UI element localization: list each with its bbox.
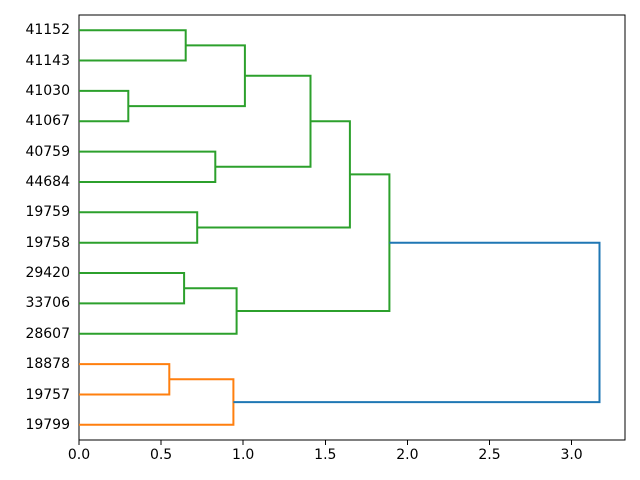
leaf-label-40759: 40759 bbox=[25, 143, 70, 160]
x-tick-label-2.0: 2.0 bbox=[396, 447, 419, 463]
dendrogram-link-M0 bbox=[79, 89, 130, 123]
x-tick-label-2.5: 2.5 bbox=[478, 447, 501, 463]
axes-frame bbox=[78, 14, 626, 441]
leaf-label-28607: 28607 bbox=[25, 325, 70, 342]
leaf-label-41143: 41143 bbox=[25, 52, 70, 69]
leaf-label-19757: 19757 bbox=[25, 386, 70, 403]
dendrogram-link-M4 bbox=[215, 74, 312, 168]
dendrogram-link-M1 bbox=[79, 29, 187, 62]
dendrogram-link-M8 bbox=[79, 287, 238, 335]
leaf-label-41030: 41030 bbox=[25, 82, 70, 99]
dendrogram-link-M10 bbox=[79, 363, 171, 396]
dendrogram-link-M7 bbox=[79, 272, 186, 305]
dendrogram-link-M3 bbox=[79, 150, 217, 183]
leaf-label-19759: 19759 bbox=[25, 204, 70, 221]
leaf-label-33706: 33706 bbox=[25, 295, 70, 312]
x-tick-label-3.0: 3.0 bbox=[560, 447, 583, 463]
leaf-label-41067: 41067 bbox=[25, 113, 70, 130]
dendrogram-link-M9 bbox=[236, 173, 391, 312]
dendrogram-link-M6 bbox=[197, 120, 351, 229]
dendrogram-link-M12 bbox=[233, 241, 601, 404]
leaf-label-19758: 19758 bbox=[25, 234, 70, 251]
x-tick-label-0.0: 0.0 bbox=[67, 447, 91, 463]
leaf-label-29420: 29420 bbox=[25, 265, 70, 281]
dendrogram-link-M11 bbox=[79, 378, 235, 426]
x-tick-label-1.0: 1.0 bbox=[232, 447, 255, 463]
leaf-label-18878: 18878 bbox=[25, 356, 70, 373]
dendrogram-link-M5 bbox=[79, 211, 199, 244]
leaf-label-41152: 41152 bbox=[25, 22, 70, 39]
leaf-label-44684: 44684 bbox=[25, 174, 70, 190]
x-tick-label-0.5: 0.5 bbox=[149, 447, 173, 463]
leaf-label-19799: 19799 bbox=[25, 416, 70, 433]
x-tick-label-1.5: 1.5 bbox=[314, 447, 337, 463]
